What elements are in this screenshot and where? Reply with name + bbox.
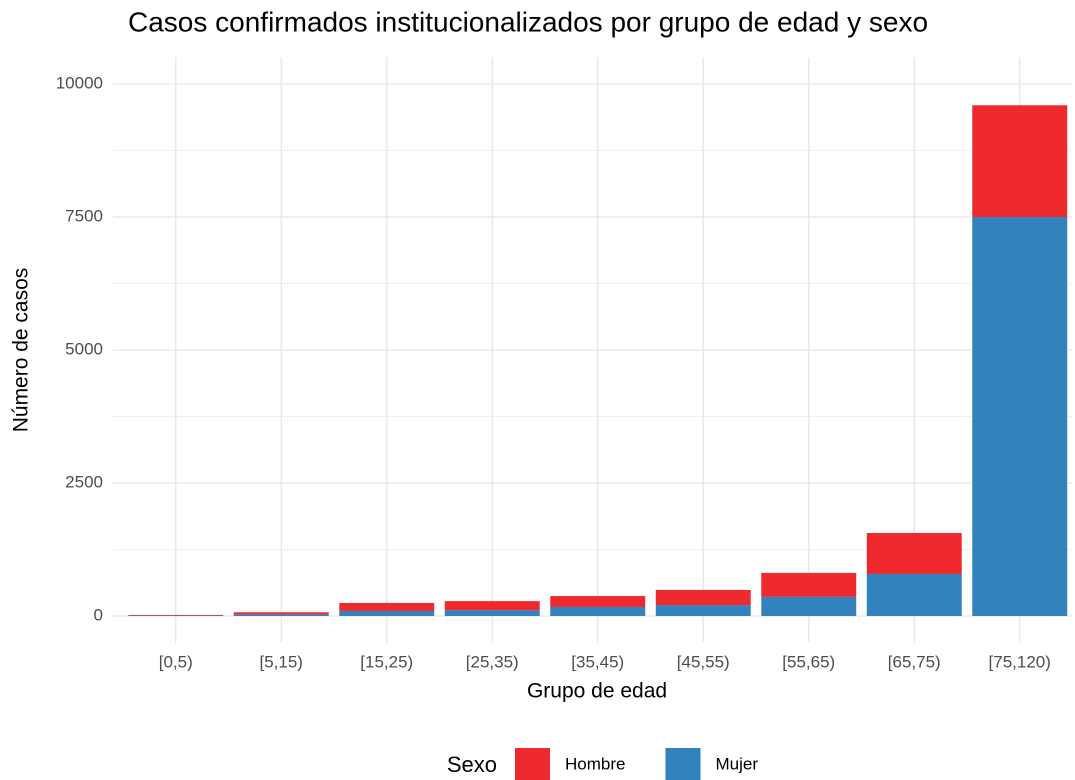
bar-segment	[866, 533, 962, 574]
bar-segment	[444, 610, 540, 616]
bar-segment	[550, 596, 646, 607]
legend-label: Hombre	[565, 754, 625, 773]
y-tick-label: 5000	[65, 339, 103, 358]
bar-segment	[761, 596, 857, 616]
legend-label: Mujer	[715, 754, 758, 773]
x-tick-label: [0,5)	[159, 652, 193, 671]
bar-segment	[972, 217, 1068, 616]
bar-segment	[972, 105, 1068, 217]
y-tick-label: 10000	[56, 73, 103, 92]
bar-segment	[339, 610, 435, 616]
x-tick-label: [35,45)	[571, 652, 624, 671]
y-tick-label: 0	[94, 605, 103, 624]
bar-segment	[444, 601, 540, 611]
bar-segment	[233, 614, 329, 616]
bar-segment	[655, 589, 751, 606]
x-tick-label: [65,75)	[888, 652, 941, 671]
y-tick-label: 7500	[65, 206, 103, 225]
bar-segment	[866, 573, 962, 616]
x-axis-label: Grupo de edad	[527, 680, 667, 703]
bar-segment	[339, 602, 435, 611]
legend-title: Sexo	[447, 752, 497, 777]
legend-swatch	[515, 748, 550, 780]
x-tick-label: [45,55)	[677, 652, 730, 671]
bar-segment	[655, 605, 751, 616]
bar-segment	[550, 606, 646, 616]
x-tick-label: [15,25)	[360, 652, 413, 671]
chart-title: Casos confirmados institucionalizados po…	[128, 6, 928, 37]
legend-swatch	[665, 748, 701, 780]
x-tick-label: [55,65)	[782, 652, 835, 671]
x-tick-label: [75,120)	[989, 652, 1051, 671]
y-tick-label: 2500	[65, 472, 103, 491]
bar-segment	[761, 572, 857, 597]
x-tick-label: [25,35)	[466, 652, 519, 671]
x-tick-label: [5,15)	[260, 652, 303, 671]
bar-segment	[233, 612, 329, 615]
y-axis-label: Número de casos	[10, 268, 33, 433]
bar-segment	[128, 614, 224, 616]
